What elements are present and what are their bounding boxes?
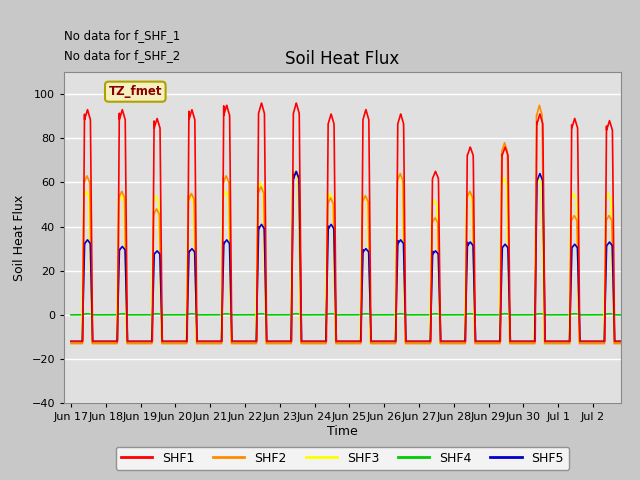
Legend: SHF1, SHF2, SHF3, SHF4, SHF5: SHF1, SHF2, SHF3, SHF4, SHF5	[116, 447, 569, 470]
Text: No data for f_SHF_1: No data for f_SHF_1	[64, 29, 180, 42]
Y-axis label: Soil Heat Flux: Soil Heat Flux	[13, 194, 26, 281]
Text: TZ_fmet: TZ_fmet	[109, 85, 162, 98]
Title: Soil Heat Flux: Soil Heat Flux	[285, 49, 399, 68]
Text: No data for f_SHF_2: No data for f_SHF_2	[64, 49, 180, 62]
X-axis label: Time: Time	[327, 425, 358, 438]
